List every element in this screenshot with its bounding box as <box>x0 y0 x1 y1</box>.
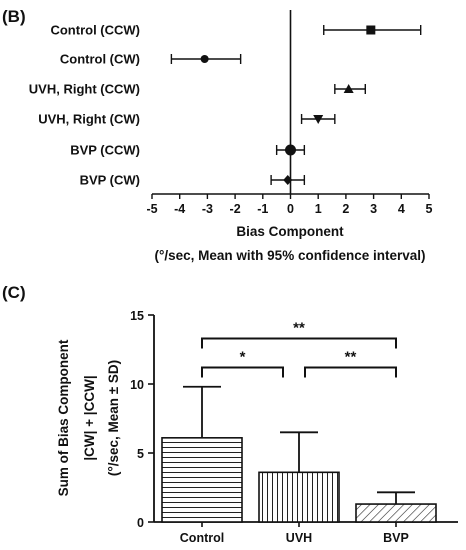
c-significance-bracket <box>201 366 284 378</box>
c-y-tick-label: 0 <box>137 516 144 530</box>
c-significance-bracket <box>201 337 397 349</box>
b-x-tick-label: -2 <box>230 202 241 216</box>
c-significance-label: ** <box>345 348 357 365</box>
c-significance-bracket <box>304 366 397 378</box>
b-mean-marker-triangle-down <box>313 115 324 124</box>
b-x-tick-label: 2 <box>342 202 349 216</box>
c-x-tick-label: BVP <box>383 531 409 545</box>
b-x-axis-subtitle: (°/sec, Mean with 95% confidence interva… <box>155 248 426 263</box>
b-mean-marker-circle <box>200 55 209 63</box>
b-category-label: BVP (CW) <box>80 173 140 188</box>
b-x-tick-label: -1 <box>257 202 268 216</box>
b-x-tick-label: -4 <box>174 202 185 216</box>
b-x-tick-label: 3 <box>370 202 377 216</box>
b-x-tick-label: 4 <box>398 202 405 216</box>
b-category-label: UVH, Right (CW) <box>38 112 140 127</box>
c-y-tick-label: 5 <box>137 447 144 461</box>
panel-label-c: (C) <box>2 283 26 302</box>
c-y-axis-title-line: Sum of Bias Component <box>56 339 71 496</box>
b-x-tick-label: -3 <box>202 202 213 216</box>
c-significance-label: ** <box>293 319 305 336</box>
b-mean-marker-square <box>366 25 376 35</box>
b-category-label: Control (CW) <box>60 52 140 67</box>
b-mean-marker-diamond <box>283 175 293 185</box>
c-y-tick-label: 15 <box>130 309 144 323</box>
c-bar <box>355 503 437 523</box>
c-x-tick-label: Control <box>180 531 224 545</box>
b-mean-marker-triangle-up <box>343 84 354 93</box>
c-x-tick-label: UVH <box>286 531 312 545</box>
b-x-tick-label: 5 <box>426 202 433 216</box>
b-x-tick-label: 0 <box>287 202 294 216</box>
c-significance-label: * <box>240 348 246 365</box>
c-y-axis-title-line: |CW| + |CCW| <box>82 375 97 460</box>
b-x-axis-title: Bias Component <box>236 224 344 239</box>
c-y-axis-title-line: (°/sec, Mean ± SD) <box>106 360 121 476</box>
b-x-tick-label: 1 <box>315 202 322 216</box>
b-category-label: Control (CCW) <box>50 23 140 38</box>
b-category-label: UVH, Right (CCW) <box>29 82 140 97</box>
b-x-tick-label: -5 <box>146 202 157 216</box>
b-category-label: BVP (CCW) <box>70 143 140 158</box>
c-bar <box>161 437 243 523</box>
b-mean-marker-circle <box>285 144 296 156</box>
c-y-tick-label: 10 <box>130 378 144 392</box>
panel-label-b: (B) <box>2 7 26 26</box>
c-bar <box>258 471 340 523</box>
